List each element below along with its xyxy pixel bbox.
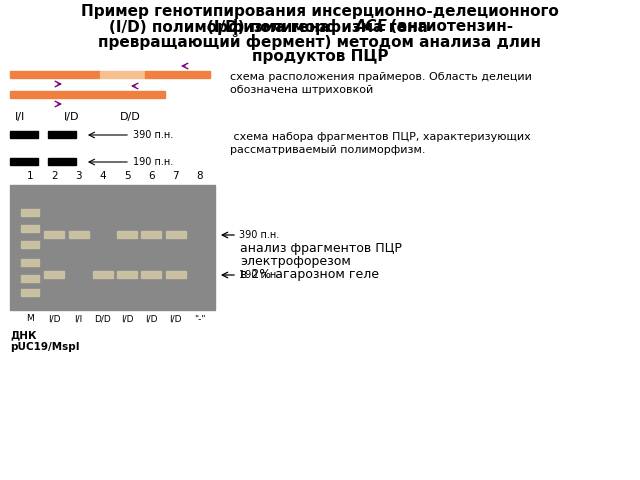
Text: 4: 4: [100, 171, 106, 181]
Bar: [44, 231, 64, 238]
Text: D/D: D/D: [120, 112, 140, 122]
Text: I/D: I/D: [64, 112, 80, 122]
Bar: [21, 241, 39, 248]
Text: превращающий фермент) методом анализа длин: превращающий фермент) методом анализа дл…: [99, 34, 541, 50]
Text: 190 п.н.: 190 п.н.: [239, 270, 279, 280]
Bar: [141, 231, 161, 238]
Bar: [117, 231, 137, 238]
Text: ACE: ACE: [355, 19, 388, 34]
Bar: [166, 271, 186, 278]
Text: (I/D) полиморфизма гена: (I/D) полиморфизма гена: [109, 19, 335, 35]
Text: 7: 7: [172, 171, 179, 181]
Bar: [21, 225, 39, 232]
Text: I/D: I/D: [48, 314, 61, 323]
Bar: [68, 231, 88, 238]
Bar: [145, 71, 210, 78]
Text: I/I: I/I: [15, 112, 25, 122]
Bar: [10, 185, 215, 310]
Text: 1: 1: [27, 171, 33, 181]
Text: 5: 5: [124, 171, 131, 181]
Bar: [21, 275, 39, 282]
Text: в 2% агарозном геле: в 2% агарозном геле: [240, 268, 379, 281]
Bar: [21, 259, 39, 265]
Text: рассматриваемый полиморфизм.: рассматриваемый полиморфизм.: [230, 145, 426, 155]
Bar: [10, 158, 38, 165]
Text: анализ фрагментов ПЦР: анализ фрагментов ПЦР: [240, 242, 402, 255]
Text: I/I: I/I: [74, 314, 83, 323]
Text: D/D: D/D: [95, 314, 111, 323]
Bar: [21, 288, 39, 296]
Text: "-": "-": [195, 314, 205, 323]
Bar: [44, 271, 64, 278]
Bar: [10, 71, 100, 78]
Bar: [48, 131, 76, 138]
Bar: [21, 208, 39, 216]
Text: 6: 6: [148, 171, 155, 181]
Text: обозначена штриховкой: обозначена штриховкой: [230, 85, 373, 95]
Text: продуктов ПЦР: продуктов ПЦР: [252, 49, 388, 64]
Text: 390 п.н.: 390 п.н.: [133, 130, 173, 140]
Bar: [117, 271, 137, 278]
Text: I/D: I/D: [121, 314, 133, 323]
Text: электрофорезом: электрофорезом: [240, 255, 351, 268]
Text: Пример генотипирования инсерционно-делеционного: Пример генотипирования инсерционно-делец…: [81, 4, 559, 19]
Text: ДНК: ДНК: [10, 330, 36, 340]
Text: M: M: [26, 314, 34, 323]
Text: (I/D) полиморфизма гена: (I/D) полиморфизма гена: [207, 19, 433, 35]
Text: 2: 2: [51, 171, 58, 181]
Bar: [100, 71, 145, 78]
Bar: [93, 271, 113, 278]
Bar: [48, 158, 76, 165]
Text: 8: 8: [196, 171, 204, 181]
Text: I/D: I/D: [145, 314, 157, 323]
Bar: [141, 271, 161, 278]
Text: схема расположения праймеров. Область делеции: схема расположения праймеров. Область де…: [230, 72, 532, 82]
Text: схема набора фрагментов ПЦР, характеризующих: схема набора фрагментов ПЦР, характеризу…: [230, 132, 531, 142]
Bar: [10, 131, 38, 138]
Text: 390 п.н.: 390 п.н.: [239, 230, 279, 240]
Text: pUC19/MspI: pUC19/MspI: [10, 342, 79, 352]
Bar: [10, 91, 165, 98]
Text: 3: 3: [76, 171, 82, 181]
Text: I/D: I/D: [170, 314, 182, 323]
Bar: [166, 231, 186, 238]
Text: 190 п.н.: 190 п.н.: [133, 157, 173, 167]
Text: (ангиотензин-: (ангиотензин-: [385, 19, 513, 34]
